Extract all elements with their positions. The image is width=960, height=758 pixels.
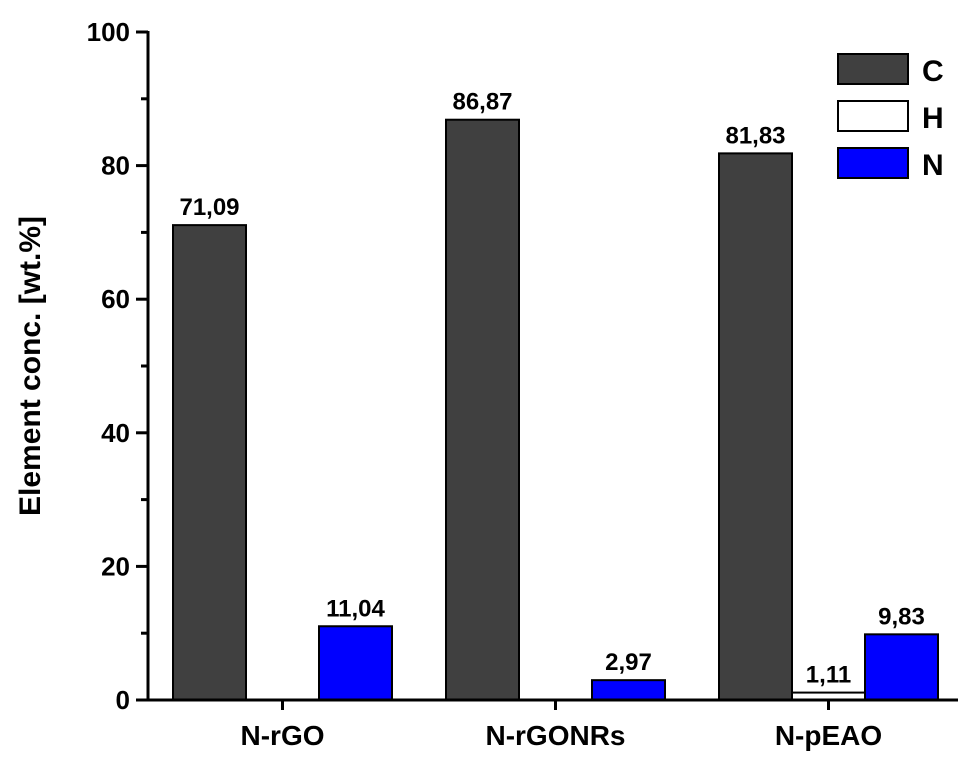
data-labels-layer: 71,09 11,04 86,87 2,97 81,83 1,11 9,83 xyxy=(179,89,924,689)
data-label-n-n-rgonrs: 2,97 xyxy=(605,649,652,676)
y-tick-label: 60 xyxy=(101,284,130,314)
bar-n-n-peao xyxy=(864,633,939,701)
y-tick-label: 0 xyxy=(116,685,130,715)
y-tick-label: 100 xyxy=(87,17,130,47)
bar-n-n-rgo xyxy=(318,625,393,702)
bar-c-n-peao xyxy=(718,152,793,701)
bars-layer xyxy=(172,118,939,702)
legend-label-c: C xyxy=(922,55,944,88)
x-category-label: N-rGONRs xyxy=(485,720,625,751)
x-categories-layer: N-rGO N-rGONRs N-pEAO xyxy=(241,720,883,751)
data-label-h-n-peao: 1,11 xyxy=(806,662,851,689)
bar-c-n-rgo xyxy=(172,224,247,701)
y-tick-label: 40 xyxy=(101,418,130,448)
data-label-n-n-rgo: 11,04 xyxy=(326,595,385,622)
legend-swatch-c xyxy=(837,53,909,85)
y-axis-title: Element conc. [wt.%] xyxy=(14,216,47,516)
legend-label-h: H xyxy=(922,102,944,135)
data-label-c-n-rgonrs: 86,87 xyxy=(452,89,512,116)
legend: CHN xyxy=(837,53,944,182)
data-label-c-n-rgo: 71,09 xyxy=(179,194,239,221)
legend-swatch-n xyxy=(837,147,909,179)
legend-swatch-h xyxy=(837,100,909,132)
axes-layer xyxy=(146,31,958,710)
x-category-label: N-pEAO xyxy=(775,720,882,751)
y-tick-label: 20 xyxy=(101,551,130,581)
data-label-c-n-peao: 81,83 xyxy=(725,122,785,149)
x-category-label: N-rGO xyxy=(241,720,325,751)
y-tick-label: 80 xyxy=(101,151,130,181)
data-label-n-n-peao: 9,83 xyxy=(878,603,925,630)
bar-c-n-rgonrs xyxy=(445,118,520,702)
legend-label-n: N xyxy=(922,149,944,182)
bar-n-n-rgonrs xyxy=(591,679,666,701)
y-ticks-layer: 0 20 40 60 80 100 xyxy=(87,17,148,715)
